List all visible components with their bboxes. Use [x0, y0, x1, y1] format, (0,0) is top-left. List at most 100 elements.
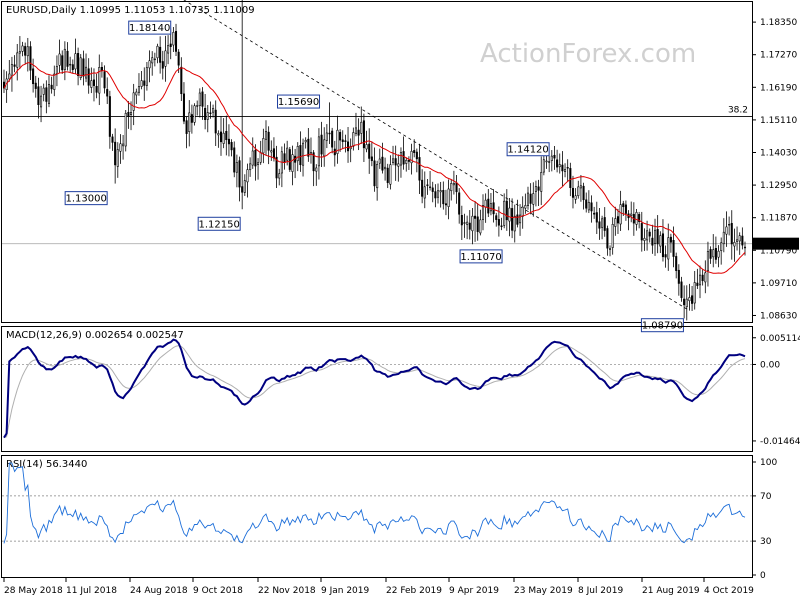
candle-body — [474, 215, 477, 219]
candle-body — [698, 274, 702, 286]
x-tick-label: 21 Aug 2019 — [642, 586, 700, 596]
candle-body — [479, 219, 482, 234]
candle-body — [638, 214, 641, 222]
candle-body — [466, 221, 469, 225]
candle-body — [460, 215, 463, 226]
candle-body — [217, 133, 220, 136]
macd-panel: MACD(12,26,9) 0.002654 0.002547 0.005114… — [1, 326, 800, 452]
candle-body — [421, 179, 424, 197]
candle-body — [66, 50, 69, 67]
candle-body — [556, 159, 559, 168]
candle-body — [148, 60, 151, 69]
candle-body — [728, 224, 731, 226]
candle-body — [677, 269, 680, 284]
price-annotation-label: 1.18140 — [129, 23, 170, 34]
price-annotation-box — [459, 249, 503, 264]
candle-body — [635, 212, 638, 225]
candle-body — [418, 157, 421, 181]
candle-body — [436, 190, 440, 198]
candle-body — [161, 61, 164, 69]
candle-body — [579, 185, 582, 189]
candle-body — [442, 190, 445, 205]
candle-body — [341, 139, 344, 142]
candle-body — [614, 218, 617, 227]
candle-body — [177, 51, 180, 66]
candle-body — [529, 193, 532, 204]
candle-body — [444, 203, 447, 206]
price-tick-label: 1.09710 — [760, 279, 797, 289]
candle-body — [275, 156, 278, 179]
candle-body — [360, 121, 363, 134]
candle-body — [288, 149, 291, 170]
candle-body — [296, 146, 299, 162]
candle-body — [497, 219, 500, 226]
candle-body — [69, 63, 72, 66]
rsi-line — [3, 462, 746, 544]
candle-body — [624, 204, 627, 214]
candle-body — [100, 66, 103, 71]
candle-body — [603, 217, 606, 231]
candle-body — [87, 68, 90, 86]
candle-body — [532, 193, 535, 205]
candle-body — [212, 108, 215, 113]
candle-body — [516, 214, 519, 225]
candle-body — [10, 64, 13, 77]
x-tick-label: 23 May 2019 — [514, 586, 573, 596]
candle-body — [714, 248, 717, 260]
candle-body — [675, 256, 678, 271]
candle-body — [725, 226, 728, 235]
candle-body — [484, 199, 487, 208]
candle-body — [8, 73, 11, 80]
x-tick-label: 9 Apr 2019 — [449, 586, 499, 596]
candle-body — [37, 86, 40, 105]
candle-body — [264, 131, 268, 140]
candle-body — [145, 67, 148, 86]
candle-body — [458, 192, 461, 215]
candle-body — [190, 114, 193, 123]
candle-body — [736, 239, 739, 242]
candle-body — [672, 239, 675, 257]
candle-body — [344, 140, 347, 142]
candle-body — [585, 199, 588, 209]
macd-tick-label: -0.014647 — [760, 437, 800, 447]
candle-body — [325, 132, 328, 141]
candle-body — [653, 229, 657, 244]
rsi-y-axis: 100 70 30 0 — [752, 458, 777, 581]
candle-body — [513, 215, 516, 232]
candle-body — [214, 109, 217, 134]
candle-body — [431, 187, 434, 192]
x-tick-label: 9 Oct 2018 — [193, 586, 243, 596]
candle-body — [601, 218, 604, 228]
candle-body — [505, 200, 508, 221]
candle-body — [566, 167, 569, 169]
candle-body — [508, 207, 511, 222]
candle-body — [717, 250, 720, 258]
rsi-tick-label: 70 — [760, 492, 772, 502]
price-annotation-label: 1.11070 — [460, 252, 501, 263]
candle-body — [685, 298, 688, 308]
candle-body — [455, 182, 458, 193]
x-tick-label: 24 Aug 2018 — [130, 586, 188, 596]
candle-body — [606, 228, 609, 249]
candle-body — [151, 57, 154, 64]
candle-body — [706, 251, 709, 272]
candle-body — [595, 212, 598, 223]
price-annotation-label: 1.13000 — [65, 194, 106, 205]
candle-body — [71, 64, 74, 70]
candle-body — [137, 86, 140, 93]
price-annotation-box — [128, 20, 172, 35]
candle-body — [540, 172, 543, 192]
candle-body — [45, 87, 48, 102]
candle-body — [394, 158, 397, 166]
candle-body — [270, 150, 273, 153]
candle-body — [558, 164, 561, 168]
candle-body — [415, 151, 418, 160]
candle-body — [174, 31, 178, 52]
candle-body — [500, 225, 503, 227]
candle-body — [235, 162, 238, 173]
candle-body — [108, 96, 111, 137]
candle-body — [609, 248, 612, 250]
candle-body — [254, 149, 257, 167]
candle-body — [738, 235, 741, 242]
candle-body — [534, 186, 537, 192]
